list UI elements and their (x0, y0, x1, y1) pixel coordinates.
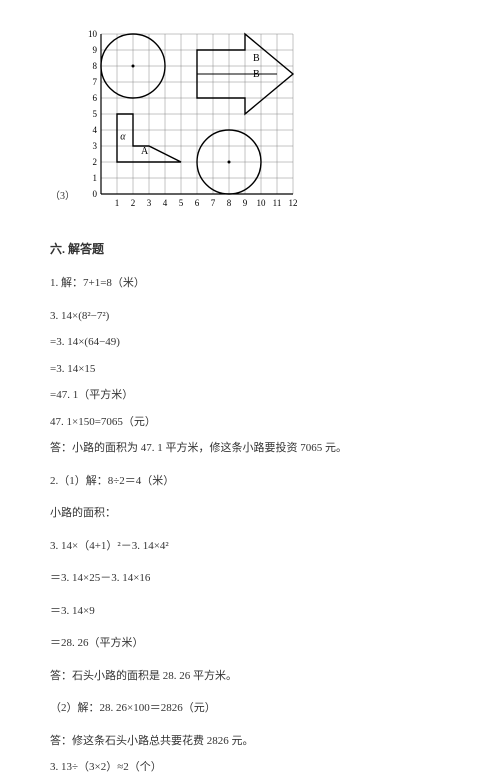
svg-text:B: B (253, 69, 260, 80)
svg-text:7: 7 (93, 77, 98, 87)
svg-text:6: 6 (93, 93, 98, 103)
text-line: 47. 1×150=7065（元） (50, 414, 450, 431)
text-line: 3. 13÷（3×2）≈2（个） (50, 759, 450, 776)
svg-text:8: 8 (93, 61, 98, 71)
svg-text:12: 12 (289, 198, 298, 208)
diagram-row: （3） 109876543210123456789101112BBAα (50, 30, 450, 210)
text-line: 答：修这条石头小路总共要花费 2826 元。 (50, 733, 450, 750)
svg-text:A: A (141, 146, 149, 157)
text-line: ＝28. 26（平方米） (50, 635, 450, 652)
section-heading: 六. 解答题 (50, 240, 450, 257)
svg-text:3: 3 (93, 141, 98, 151)
text-line: 小路的面积： (50, 505, 450, 522)
diagram-prefix-label: （3） (50, 187, 75, 202)
svg-text:1: 1 (115, 198, 120, 208)
svg-text:10: 10 (257, 198, 267, 208)
text-line: ＝3. 14×9 (50, 603, 450, 620)
text-line: 答：石头小路的面积是 28. 26 平方米。 (50, 668, 450, 685)
text-line: =47. 1（平方米） (50, 387, 450, 404)
answer-lines: 1. 解：7+1=8（米） 3. 14×(8²−7²) =3. 14×(64−49)… (50, 275, 450, 776)
svg-text:9: 9 (93, 45, 98, 55)
svg-text:α: α (120, 132, 126, 143)
text-line: 3. 14×(8²−7²) (50, 308, 450, 325)
grid-diagram: 109876543210123456789101112BBAα (83, 30, 299, 210)
text-line: =3. 14×(64−49) (50, 334, 450, 351)
svg-text:6: 6 (195, 198, 200, 208)
svg-text:B: B (253, 53, 260, 64)
svg-text:5: 5 (93, 109, 98, 119)
svg-text:4: 4 (93, 125, 98, 135)
text-line: ＝3. 14×25－3. 14×16 (50, 570, 450, 587)
svg-text:11: 11 (273, 198, 282, 208)
text-line: 3. 14×（4+1）²－3. 14×4² (50, 538, 450, 555)
svg-text:2: 2 (131, 198, 136, 208)
svg-text:9: 9 (243, 198, 248, 208)
text-line: （2）解：28. 26×100＝2826（元） (50, 700, 450, 717)
svg-text:0: 0 (93, 189, 98, 199)
svg-text:2: 2 (93, 157, 98, 167)
svg-text:7: 7 (211, 198, 216, 208)
svg-text:3: 3 (147, 198, 152, 208)
text-line: 答：小路的面积为 47. 1 平方米，修这条小路要投资 7065 元。 (50, 440, 450, 457)
text-line: 1. 解：7+1=8（米） (50, 275, 450, 292)
svg-text:1: 1 (93, 173, 98, 183)
svg-text:10: 10 (88, 30, 98, 39)
svg-text:5: 5 (179, 198, 184, 208)
text-line: =3. 14×15 (50, 361, 450, 378)
svg-text:8: 8 (227, 198, 232, 208)
text-line: 2.（1）解：8÷2＝4（米） (50, 473, 450, 490)
svg-text:4: 4 (163, 198, 168, 208)
